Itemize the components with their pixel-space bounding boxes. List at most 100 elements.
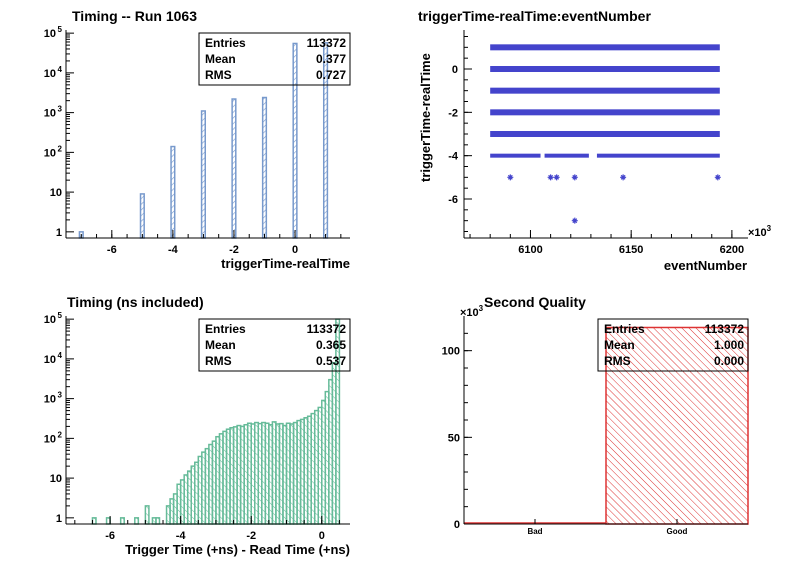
- scatter-band: [490, 87, 720, 94]
- y-tick-label: 1: [56, 227, 62, 239]
- histogram-bin: [134, 517, 140, 525]
- x-tick-label: 6100: [518, 244, 542, 256]
- y-tick-label: -6: [448, 194, 458, 206]
- x-tick-label: 6200: [720, 244, 744, 256]
- histogram-bin: [91, 517, 97, 525]
- x-tick-label: 0: [319, 530, 325, 542]
- y-tick-exponent: 5: [58, 311, 63, 320]
- y-tick-label: 100: [442, 346, 460, 358]
- stats-value: 113372: [307, 322, 347, 336]
- y-tick-label: 10: [44, 354, 56, 366]
- x-tick-label: 0: [292, 244, 298, 256]
- stats-label: Entries: [604, 322, 645, 336]
- scatter-segment: [490, 153, 541, 158]
- y-multiplier-base: ×10: [460, 307, 479, 319]
- x-multiplier-exp: 3: [767, 224, 772, 233]
- y-tick-exponent: 5: [58, 25, 63, 34]
- scatter-band: [490, 131, 720, 137]
- chart-title: Timing (ns included): [67, 294, 204, 310]
- scatter-point: [620, 174, 627, 181]
- x-tick-label: -6: [107, 244, 117, 256]
- plot-area: 0 -2 -4 -6 6100 6150 6200: [448, 30, 748, 256]
- panel-scatter: triggerTime-realTime:eventNumber 0 -2 -4 -6…: [418, 8, 772, 273]
- stats-label: RMS: [604, 354, 631, 368]
- stats-value: 113372: [705, 322, 745, 336]
- x-axis-label: Trigger Time (+ns) - Read Time (+ns): [125, 542, 350, 557]
- y-tick-label: 10: [44, 28, 56, 40]
- stats-box: [198, 32, 351, 86]
- scatter-point: [507, 174, 514, 181]
- stats-value: 0.000: [714, 354, 744, 368]
- scatter-segment: [596, 153, 720, 158]
- x-tick-label: -4: [176, 530, 187, 542]
- x-axis-label: eventNumber: [664, 258, 747, 273]
- y-tick-exponent: 4: [58, 351, 63, 360]
- x-multiplier: ×103: [748, 224, 772, 239]
- x-tick-label: -4: [168, 244, 179, 256]
- stats-box: [198, 318, 351, 372]
- histogram-bin: [119, 517, 125, 525]
- stats-value: 0.727: [316, 68, 346, 82]
- chart-title: triggerTime-realTime:eventNumber: [418, 8, 651, 24]
- stats-value: 0.537: [316, 354, 346, 368]
- y-tick-exponent: 2: [58, 430, 63, 439]
- stats-box: [597, 318, 749, 372]
- y-tick-exponent: 2: [58, 144, 63, 153]
- stats-label: Mean: [205, 52, 236, 66]
- panel-second-quality: Second Quality Bad Good 0 50 100 Entries 11337…: [442, 294, 749, 536]
- y-tick-label: 10: [50, 473, 62, 485]
- y-multiplier-exp: 3: [479, 304, 484, 313]
- stats-value: 0.377: [316, 52, 346, 66]
- stats-label: Entries: [205, 322, 246, 336]
- histogram-bar: [231, 98, 237, 239]
- scatter-point: [547, 174, 554, 181]
- scatter-point: [571, 174, 578, 181]
- x-tick-label: -2: [229, 244, 239, 256]
- y-tick-label: 10: [44, 433, 56, 445]
- histogram-bar: [139, 193, 145, 239]
- histogram-bin: [155, 517, 161, 525]
- y-tick-label: 1: [56, 513, 62, 525]
- y-tick-label: 50: [448, 432, 460, 444]
- y-tick-label: -4: [448, 151, 459, 163]
- y-tick-exponent: 3: [58, 391, 63, 400]
- y-tick-exponent: 4: [58, 65, 63, 74]
- x-tick-label: -6: [105, 530, 115, 542]
- y-tick-label: 10: [44, 314, 56, 326]
- y-tick-label: 10: [50, 187, 62, 199]
- scatter-band: [490, 44, 720, 51]
- y-tick-label: 10: [44, 147, 56, 159]
- scatter-segment: [544, 153, 589, 158]
- histogram-bar: [292, 42, 298, 239]
- plot-area: Bad Good 0 50 100 Entries 113372 Mean 1.000 RMS 0.…: [442, 316, 749, 536]
- scatter-point: [553, 174, 560, 181]
- stats-value: 113372: [307, 36, 347, 50]
- x-axis-label: triggerTime-realTime: [221, 256, 350, 271]
- scatter-band: [490, 109, 720, 116]
- y-tick-label: 0: [454, 519, 460, 531]
- scatter-point: [571, 217, 578, 224]
- y-tick-label: 10: [44, 394, 56, 406]
- x-tick-label: 6150: [619, 244, 643, 256]
- x-category-label: Good: [667, 527, 688, 536]
- chart-title: Second Quality: [484, 294, 586, 310]
- stats-value: 0.365: [316, 338, 346, 352]
- x-category-label: Bad: [527, 527, 542, 536]
- y-tick-exponent: 3: [58, 105, 63, 114]
- stats-label: Mean: [604, 338, 635, 352]
- y-tick-label: -2: [448, 107, 458, 119]
- x-tick-label: -2: [246, 530, 256, 542]
- histogram-bar: [200, 110, 207, 239]
- y-tick-label: 10: [44, 68, 56, 80]
- stats-label: Entries: [205, 36, 246, 50]
- histogram-bar: [261, 96, 268, 239]
- y-multiplier: ×103: [460, 304, 484, 319]
- y-tick-label: 10: [44, 108, 56, 120]
- histogram-bar: [170, 145, 176, 239]
- stats-label: RMS: [205, 354, 232, 368]
